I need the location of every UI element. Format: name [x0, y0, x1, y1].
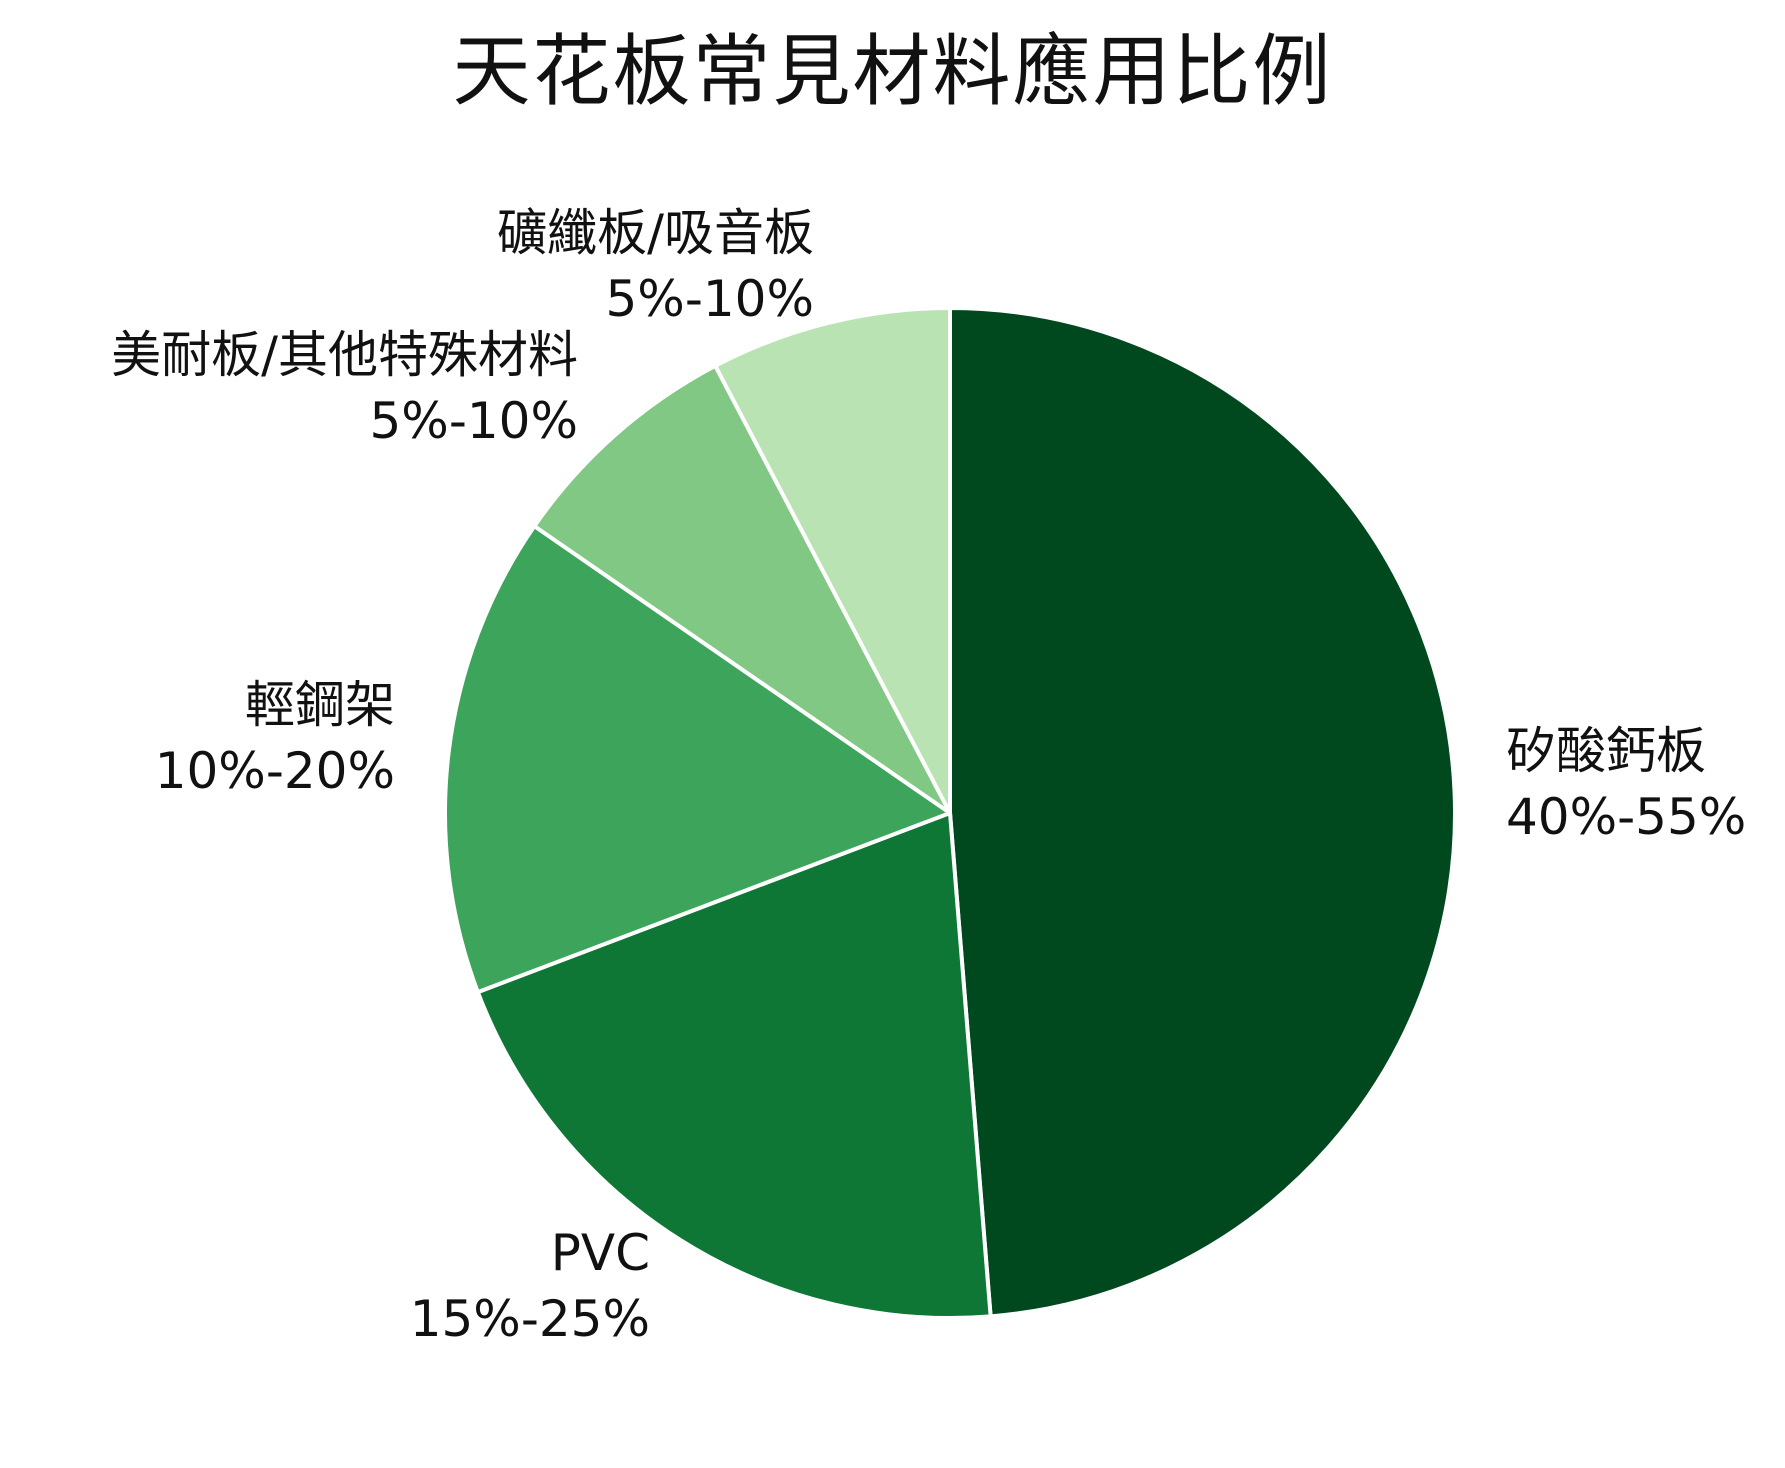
slice-range-1: 40%-55% — [1506, 788, 1746, 846]
slice-range-5: 5%-10% — [606, 270, 815, 328]
pie-slice-1 — [948, 306, 1457, 1319]
pie-slice-2 — [475, 811, 993, 1320]
pie-labels: 矽酸鈣板 40%-55% PVC 15%-25% 輕鋼架 10%-20% 美耐板/其他特殊材… — [111, 204, 1746, 1348]
chart-title: 天花板常見材料應用比例 — [452, 27, 1333, 117]
pie-slices — [443, 306, 1457, 1320]
slice-label-3: 輕鋼架 — [245, 676, 395, 734]
slice-label-2: PVC — [551, 1224, 650, 1282]
slice-label-1: 矽酸鈣板 — [1506, 722, 1706, 780]
slice-range-3: 10%-20% — [155, 742, 395, 800]
slice-label-5: 礦纖板/吸音板 — [497, 204, 814, 262]
pie-slice-5 — [713, 306, 952, 815]
slice-range-2: 15%-25% — [410, 1290, 650, 1348]
slice-range-4: 5%-10% — [370, 392, 579, 450]
pie-slice-4 — [532, 363, 952, 815]
pie-slice-3 — [443, 524, 952, 995]
slice-label-4: 美耐板/其他特殊材料 — [111, 326, 578, 384]
